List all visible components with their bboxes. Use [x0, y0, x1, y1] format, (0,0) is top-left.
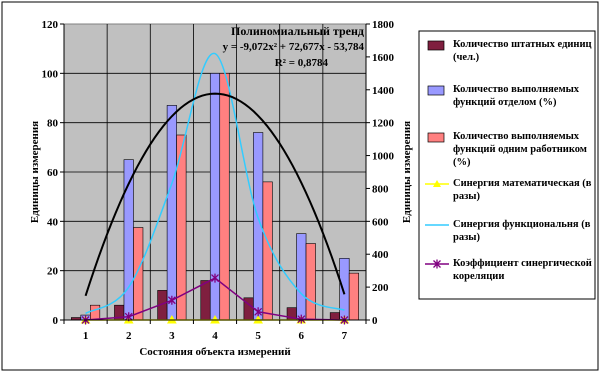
x-axis-title: Состояния объекта измерений: [139, 346, 291, 358]
y-tick-label-right: 1000: [372, 151, 395, 163]
legend-label-correlation: Коэффициент синергической кореляции: [453, 258, 592, 282]
legend-label-worker-functions: Количество выполняемых функций одним раб…: [453, 131, 587, 168]
bar-2: [166, 105, 177, 321]
y-tick-label-left: 120: [42, 19, 59, 31]
y-axis-title-left: Единицы измерения: [29, 121, 41, 223]
legend-key-swatch: [427, 132, 445, 143]
bar-1: [329, 312, 340, 321]
y-tick-label-right: 600: [372, 216, 389, 228]
x-tick-label: 3: [169, 330, 175, 342]
legend-label-math-synergy: Синергия математическая (в разы): [453, 178, 592, 202]
trend-equation: y = -9,072x² + 72,677x - 53,784: [223, 41, 365, 53]
legend-key-swatch: [427, 85, 445, 96]
bar-3: [348, 272, 359, 321]
y-tick-label-left: 40: [47, 216, 59, 228]
legend-key-marker: [433, 180, 441, 187]
bar-2: [339, 258, 350, 321]
left-axis-ticks: 0 20 40 60 80 100 120: [42, 19, 64, 327]
bar-2: [209, 73, 221, 321]
bar-3: [133, 227, 144, 321]
x-tick-label: 5: [255, 330, 261, 342]
legend-box: [418, 30, 596, 300]
legend-label-dept-functions: Количество выполняемых функций отделом (…: [453, 84, 580, 108]
right-axis-ticks: 0 200 400 600 800 1000 1200 1400 1600 1800: [366, 19, 395, 327]
bar-2: [296, 233, 307, 321]
trend-title: Полиномиальный тренд: [231, 24, 364, 38]
y-tick-label-left: 0: [53, 315, 59, 327]
x-tick-label: 4: [212, 330, 218, 342]
legend-key-marker: [433, 259, 441, 269]
bar-3: [262, 181, 273, 321]
y-tick-label-right: 800: [372, 183, 389, 195]
trend-r-squared: R² = 0,8784: [275, 57, 329, 69]
y-tick-label-left: 80: [47, 118, 59, 130]
legend-key-swatch: [427, 40, 445, 51]
legend-label-staff: Количество штатных единиц (чел.): [453, 39, 592, 63]
y-tick-label-right: 1400: [372, 85, 395, 97]
x-tick-label: 2: [126, 330, 132, 342]
x-axis-ticks: 1 2 3 4 5 6 7: [63, 320, 367, 342]
y-tick-label-left: 20: [47, 266, 59, 278]
legend-keys: [425, 40, 449, 269]
bar-3: [305, 243, 316, 321]
bar-3: [90, 304, 101, 321]
y-tick-label-right: 0: [372, 315, 378, 327]
y-tick-label-right: 1200: [372, 118, 395, 130]
y-tick-label-right: 400: [372, 249, 389, 261]
polynomial-trendline: [84, 92, 346, 297]
trend-curve: [84, 92, 346, 297]
x-tick-label: 7: [342, 330, 348, 342]
y-tick-label-right: 200: [372, 282, 389, 294]
x-tick-label: 6: [299, 330, 305, 342]
star-marker: [211, 273, 219, 283]
y-tick-label-left: 100: [42, 68, 59, 80]
star-marker: [167, 295, 176, 305]
y-tick-label-right: 1600: [372, 52, 395, 64]
star-marker: [297, 314, 306, 324]
line-series-func-synergy: [85, 52, 345, 315]
y-tick-label-left: 60: [47, 167, 59, 179]
legend-label-func-synergy: Синергия функциональня (в разы): [453, 219, 591, 243]
y-tick-label-right: 1800: [372, 19, 395, 31]
bar-1: [200, 280, 211, 321]
star-marker: [254, 307, 263, 317]
y-axis-title-right: Единицы измерения: [401, 121, 413, 223]
x-tick-label: 1: [83, 330, 89, 342]
